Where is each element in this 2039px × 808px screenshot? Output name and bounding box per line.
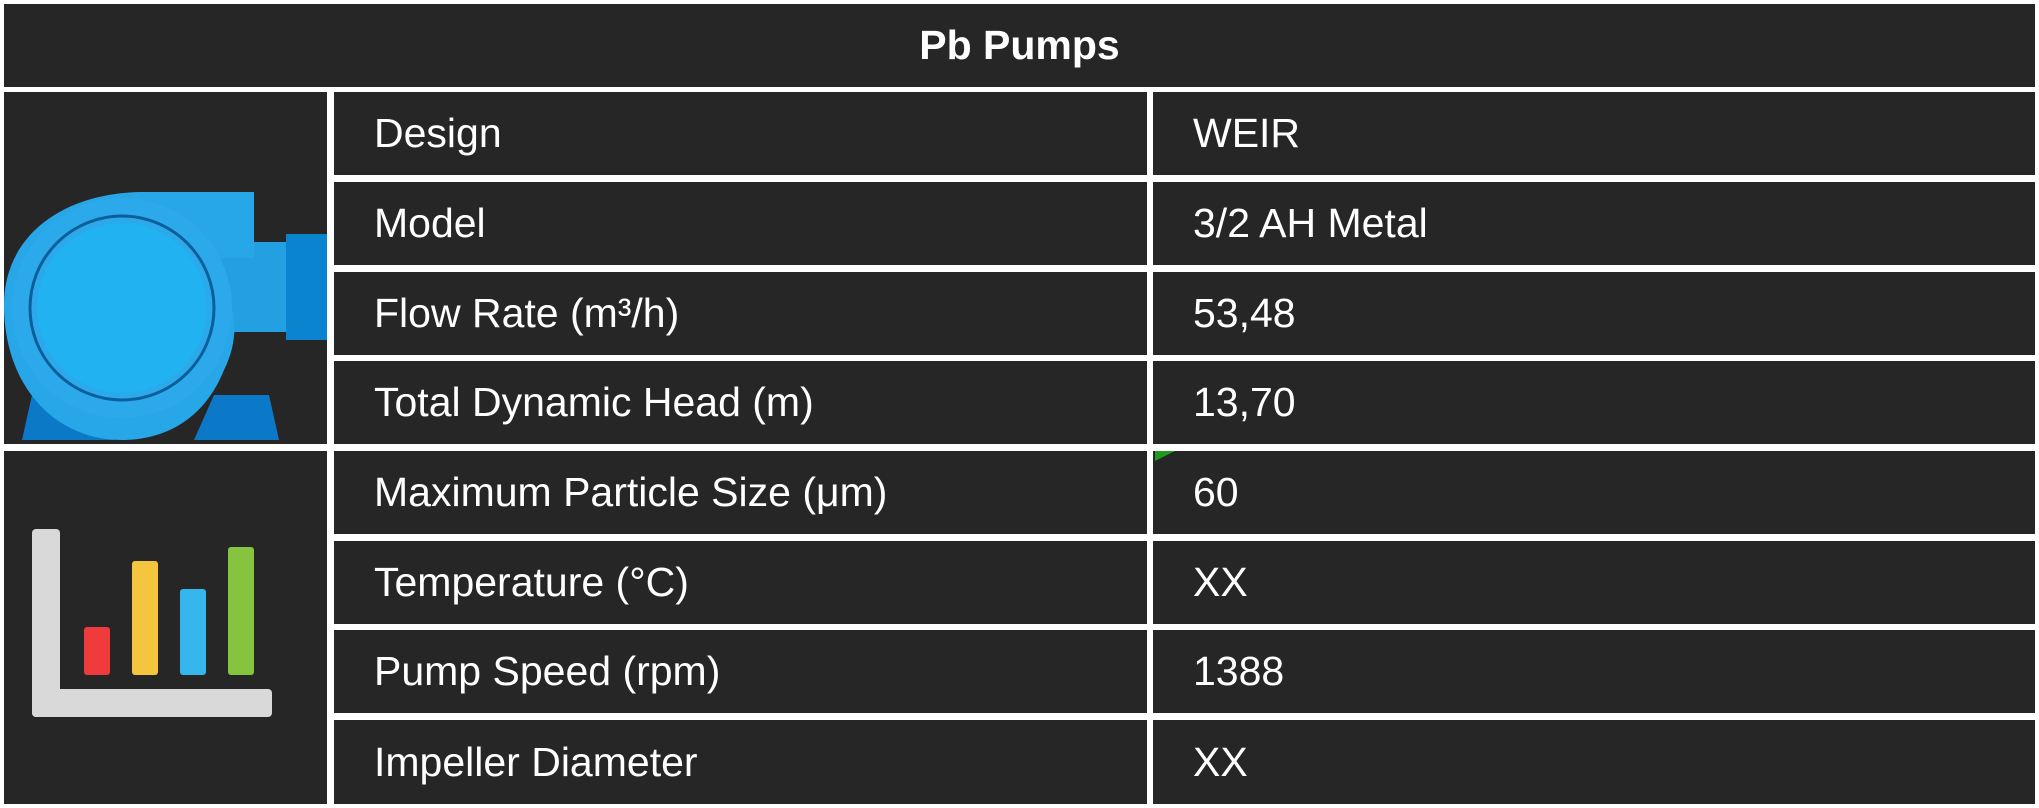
value-model: 3/2 AH Metal (1153, 182, 2035, 265)
label-total-dynamic-head: Total Dynamic Head (m) (334, 361, 1147, 444)
label-model: Model (334, 182, 1147, 265)
bar-chart-icon (32, 529, 272, 717)
value-design: WEIR (1153, 92, 2035, 175)
value-pump-speed: 1388 (1153, 630, 2035, 713)
value-total-dynamic-head: 13,70 (1153, 361, 2035, 444)
value-maximum-particle-size: 60 (1153, 451, 2035, 534)
label-pump-speed: Pump Speed (rpm) (334, 630, 1147, 713)
chart-icon-cell (4, 451, 327, 804)
value-impeller-diameter: XX (1153, 720, 2035, 804)
label-flow-rate: Flow Rate (m³/h) (334, 272, 1147, 355)
table-title: Pb Pumps (4, 4, 2035, 87)
label-design: Design (334, 92, 1147, 175)
value-flow-rate: 53,48 (1153, 272, 2035, 355)
cell-comment-marker (1155, 451, 1175, 461)
label-impeller-diameter: Impeller Diameter (334, 720, 1147, 804)
label-maximum-particle-size: Maximum Particle Size (μm) (334, 451, 1147, 534)
pump-icon-cell (4, 92, 327, 444)
value-temperature: XX (1153, 541, 2035, 624)
pump-icon (4, 192, 327, 440)
label-temperature: Temperature (°C) (334, 541, 1147, 624)
